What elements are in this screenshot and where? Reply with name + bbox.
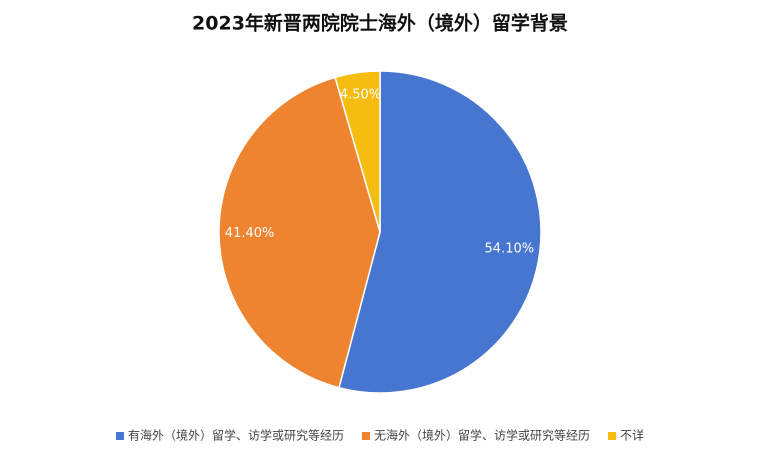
legend-label: 有海外（境外）留学、访学或研究等经历 [128,428,344,443]
legend-swatch [115,432,124,440]
legend-swatch [608,432,617,440]
legend-label: 不详 [620,428,644,443]
data-label: 54.10% [485,241,535,256]
legend-label: 无海外（境外）留学、访学或研究等经历 [374,428,590,443]
pie-slice [218,76,381,389]
data-label: 41.40% [225,226,275,241]
pie-slice [338,70,542,394]
legend-swatch [361,432,370,440]
chart-title: 2023年新晋两院院士海外（境外）留学背景 [192,12,568,35]
pie-slice [334,70,381,233]
data-label: 4.50% [340,87,381,102]
